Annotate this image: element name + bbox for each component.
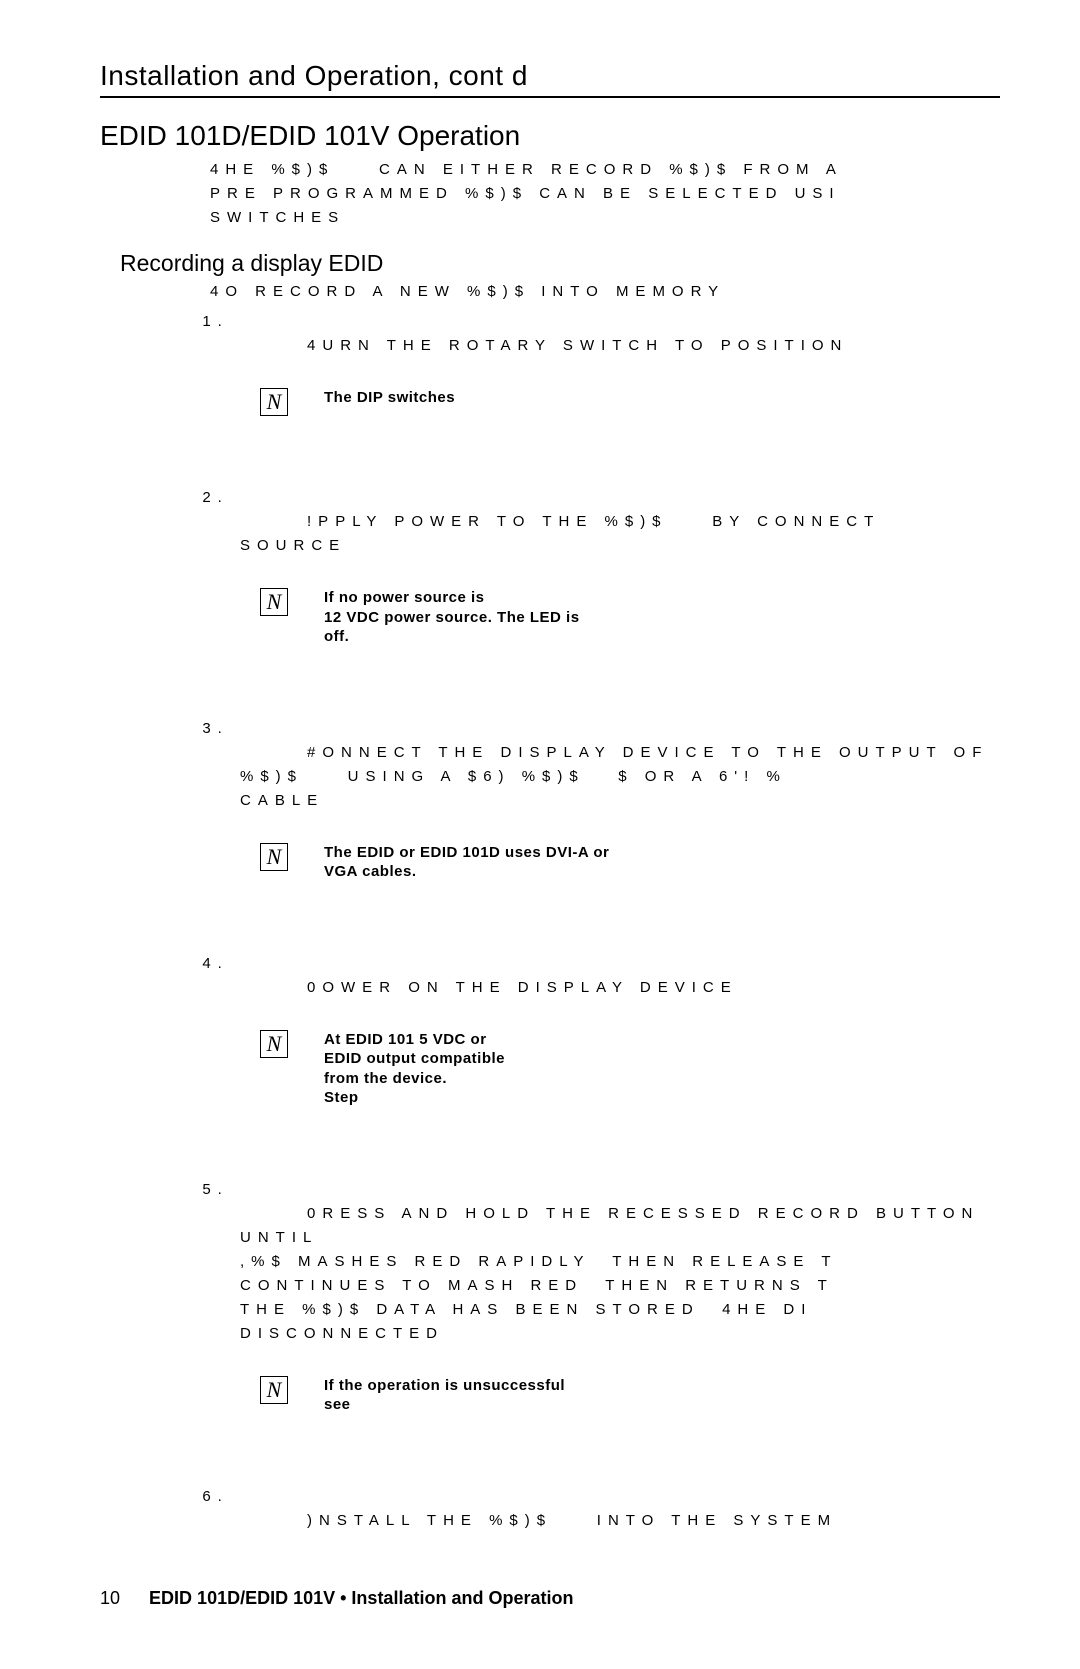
page-footer: 10 EDID 101D/EDID 101V • Installation an… — [100, 1588, 573, 1609]
step-body: )NSTALL THE %$)$ INTO THE SYSTEM — [307, 1512, 837, 1529]
step-body: 0RESS AND HOLD THE RECESSED RECORD BUTTO… — [240, 1205, 991, 1342]
note-text: If no power source is 12 VDC power sourc… — [324, 588, 580, 647]
step-body: !PPLY POWER TO THE %$)$ BY CONNECT SOURC… — [240, 513, 880, 554]
subsection-lead: 4O RECORD A NEW %$)$ INTO MEMORY — [210, 283, 1000, 300]
note-text: The EDID or EDID 101D uses DVI-A or VGA … — [324, 843, 609, 882]
note-icon: N — [260, 1376, 288, 1404]
note: N If no power source is 12 VDC power sou… — [260, 588, 1000, 647]
section-heading: EDID 101D/EDID 101V Operation — [100, 120, 1000, 152]
subsection-heading: Recording a display EDID — [120, 250, 1000, 277]
note: N At EDID 101 5 VDC or EDID output compa… — [260, 1030, 1000, 1108]
header-rule — [100, 96, 1000, 98]
footer-title: EDID 101D/EDID 101V • Installation and O… — [149, 1588, 573, 1608]
step: !PPLY POWER TO THE %$)$ BY CONNECT SOURC… — [240, 486, 1000, 709]
note-icon: N — [260, 843, 288, 871]
note-text: At EDID 101 5 VDC or EDID output compati… — [324, 1030, 505, 1108]
step: 0RESS AND HOLD THE RECESSED RECORD BUTTO… — [240, 1178, 1000, 1477]
step: )NSTALL THE %$)$ INTO THE SYSTEM — [240, 1485, 1000, 1557]
running-header: Installation and Operation, cont d — [100, 60, 1000, 92]
step: 0OWER ON THE DISPLAY DEVICE N At EDID 10… — [240, 952, 1000, 1170]
note-text: The DIP switches — [324, 388, 455, 408]
step-body: #ONNECT THE DISPLAY DEVICE TO THE OUTPUT… — [240, 744, 988, 809]
step: 4URN THE ROTARY SWITCH TO POSITION N The… — [240, 310, 1000, 478]
step-body: 0OWER ON THE DISPLAY DEVICE — [307, 979, 738, 996]
step-body: 4URN THE ROTARY SWITCH TO POSITION — [307, 337, 848, 354]
page: Installation and Operation, cont d EDID … — [0, 0, 1080, 1669]
note-icon: N — [260, 588, 288, 616]
note-icon: N — [260, 1030, 288, 1058]
step: #ONNECT THE DISPLAY DEVICE TO THE OUTPUT… — [240, 717, 1000, 944]
steps-list: 4URN THE ROTARY SWITCH TO POSITION N The… — [100, 310, 1000, 1557]
note: N If the operation is unsuccessful see — [260, 1376, 1000, 1415]
note-text: If the operation is unsuccessful see — [324, 1376, 565, 1415]
page-number: 10 — [100, 1588, 120, 1609]
note-icon: N — [260, 388, 288, 416]
note: N The EDID or EDID 101D uses DVI-A or VG… — [260, 843, 1000, 882]
note: N The DIP switches — [260, 388, 1000, 416]
section-intro: 4HE %$)$ CAN EITHER RECORD %$)$ FROM A P… — [210, 158, 1000, 230]
